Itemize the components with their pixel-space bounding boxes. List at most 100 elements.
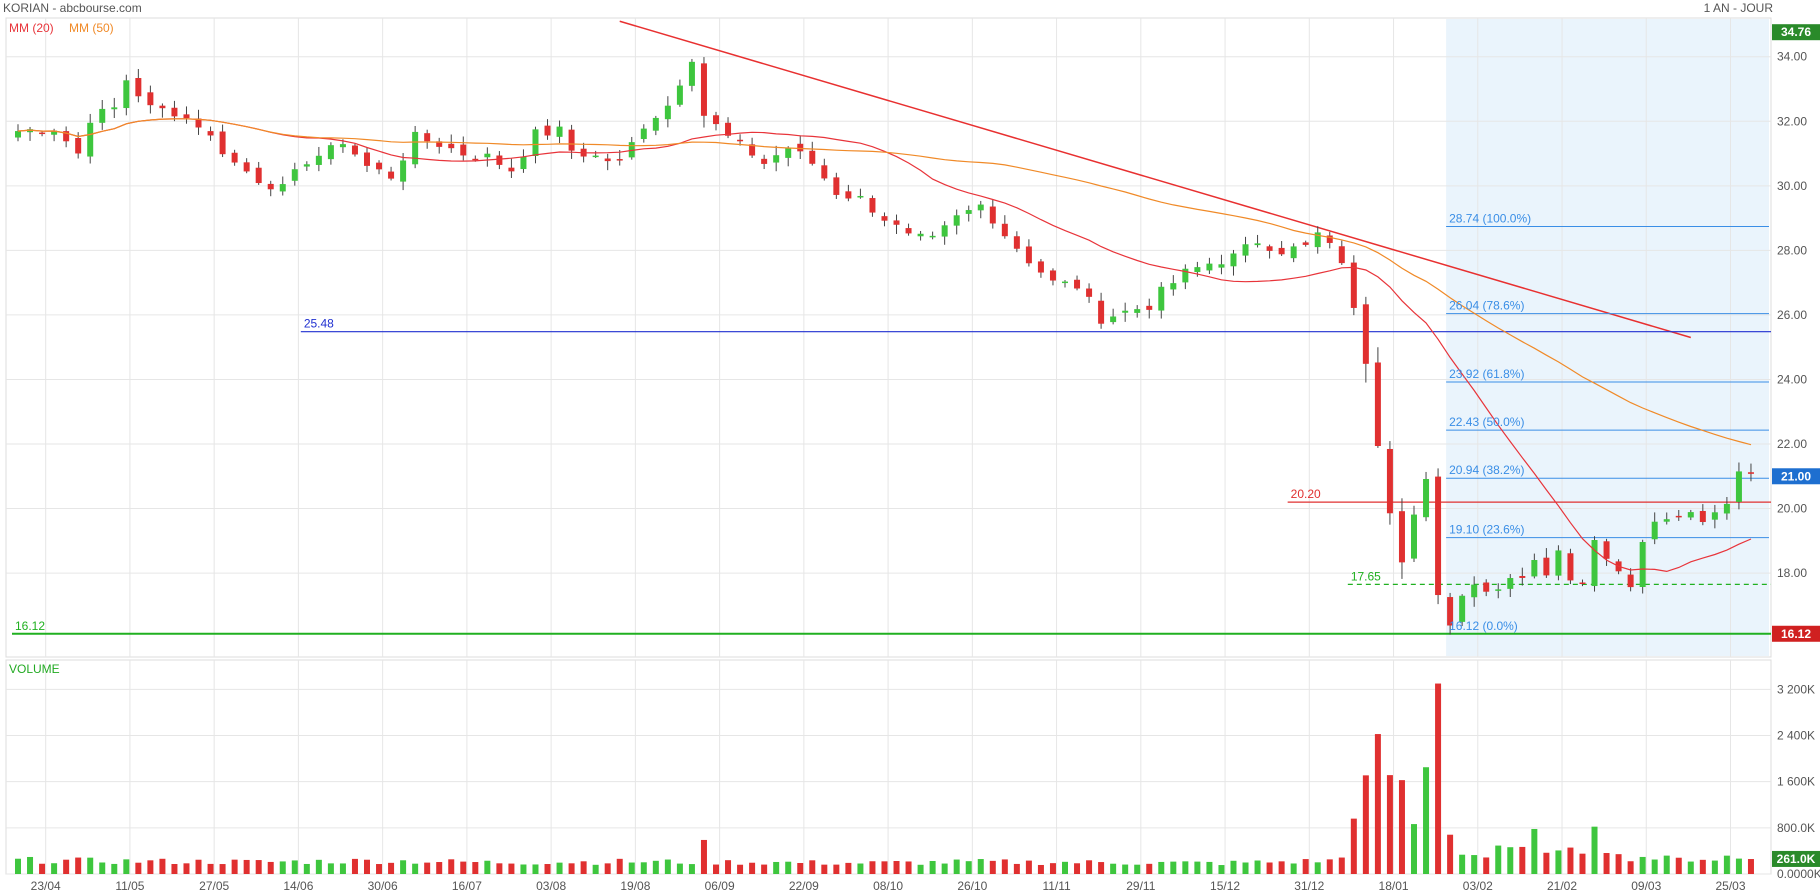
x-tick-label: 30/06 bbox=[368, 879, 398, 893]
candle-up bbox=[1206, 263, 1213, 271]
volume-tick-label: 3 200K bbox=[1777, 682, 1815, 696]
candle-up bbox=[1651, 521, 1658, 540]
candle-down bbox=[737, 139, 744, 142]
candle-up bbox=[291, 169, 298, 181]
candle-down bbox=[725, 122, 732, 136]
candle-down bbox=[1146, 305, 1153, 310]
volume-bar bbox=[472, 862, 479, 874]
candle-up bbox=[640, 128, 647, 140]
fibonacci-level-label: 19.10 (23.6%) bbox=[1449, 523, 1524, 537]
volume-bar bbox=[1037, 864, 1044, 874]
volume-bar bbox=[1471, 855, 1478, 874]
candle-down bbox=[1074, 279, 1081, 289]
candle-down bbox=[1374, 362, 1381, 446]
candle-up bbox=[1290, 246, 1297, 259]
volume-bar bbox=[1194, 861, 1201, 874]
volume-bar bbox=[881, 861, 888, 874]
volume-bar bbox=[484, 860, 491, 874]
candle-up bbox=[652, 117, 659, 131]
x-tick-label: 16/07 bbox=[452, 879, 482, 893]
volume-bar bbox=[1025, 860, 1032, 874]
volume-bar bbox=[905, 861, 912, 874]
volume-bar bbox=[749, 862, 756, 874]
candle-down bbox=[460, 144, 467, 156]
volume-bar bbox=[1074, 863, 1081, 874]
volume-bar bbox=[1278, 861, 1285, 874]
volume-bar bbox=[1639, 856, 1646, 874]
candle-down bbox=[1098, 300, 1105, 324]
candle-up bbox=[1723, 503, 1730, 514]
price-tick-label: 34.00 bbox=[1777, 50, 1807, 64]
candle-down bbox=[1338, 246, 1345, 264]
candle-down bbox=[243, 162, 250, 172]
candle-up bbox=[676, 85, 683, 105]
volume-bar bbox=[99, 862, 106, 874]
candle-up bbox=[99, 108, 106, 123]
volume-bar bbox=[75, 857, 82, 874]
volume-bar bbox=[688, 864, 695, 874]
volume-bar bbox=[893, 861, 900, 874]
x-tick-label: 26/10 bbox=[957, 879, 987, 893]
volume-bar bbox=[556, 862, 563, 874]
candle-down bbox=[604, 158, 611, 162]
candle-up bbox=[1062, 281, 1068, 284]
x-tick-label: 11/05 bbox=[115, 879, 144, 893]
volume-bar bbox=[977, 859, 984, 874]
volume-bar bbox=[1531, 828, 1538, 874]
candle-up bbox=[664, 105, 671, 120]
chart-source-title: KORIAN - abcbourse.com bbox=[3, 1, 142, 15]
candle-down bbox=[881, 216, 888, 221]
volume-bar bbox=[953, 859, 960, 874]
candle-up bbox=[929, 235, 936, 238]
candle-down bbox=[1603, 541, 1610, 559]
candle-down bbox=[1086, 288, 1093, 297]
candle-up bbox=[484, 153, 491, 158]
volume-bar bbox=[327, 863, 334, 874]
candle-down bbox=[1001, 223, 1008, 237]
candle-up bbox=[327, 145, 334, 160]
volume-bar bbox=[1206, 861, 1213, 874]
fibonacci-level-label: 22.43 (50.0%) bbox=[1449, 415, 1524, 429]
candle-down bbox=[1675, 515, 1682, 518]
x-tick-label: 18/01 bbox=[1379, 879, 1409, 893]
candle-up bbox=[111, 107, 118, 110]
candle-up bbox=[1411, 514, 1417, 559]
volume-bar bbox=[568, 863, 575, 874]
volume-bar bbox=[388, 862, 395, 874]
x-tick-label: 25/03 bbox=[1715, 879, 1745, 893]
candle-down bbox=[1025, 246, 1032, 264]
candle-down bbox=[255, 167, 262, 184]
volume-bar bbox=[1687, 861, 1694, 874]
volume-bar bbox=[1218, 865, 1225, 874]
volume-bar bbox=[1591, 826, 1598, 874]
volume-bar bbox=[255, 860, 262, 874]
volume-bar bbox=[1350, 818, 1357, 874]
candle-down bbox=[568, 129, 575, 151]
volume-tick-label: 1 600K bbox=[1777, 775, 1815, 789]
x-tick-label: 19/08 bbox=[620, 879, 650, 893]
x-tick-label: 06/09 bbox=[705, 879, 735, 893]
candle-down bbox=[376, 162, 383, 170]
volume-bar bbox=[1699, 859, 1706, 874]
volume-bar bbox=[640, 862, 647, 874]
candle-up bbox=[953, 215, 960, 226]
volume-bar bbox=[207, 863, 214, 874]
candle-up bbox=[303, 164, 310, 167]
volume-bar bbox=[941, 863, 948, 874]
candle-down bbox=[761, 158, 768, 164]
candle-down bbox=[508, 167, 515, 172]
price-badge-label: 16.12 bbox=[1781, 627, 1811, 641]
volume-bar bbox=[496, 863, 503, 874]
price-badge bbox=[1772, 468, 1820, 485]
horizontal-level-label: 17.65 bbox=[1351, 569, 1381, 583]
volume-bar bbox=[1086, 860, 1093, 874]
volume-bar bbox=[364, 859, 370, 874]
candle-up bbox=[1314, 232, 1321, 248]
candle-down bbox=[905, 228, 912, 234]
volume-bar bbox=[219, 864, 226, 874]
volume-bar bbox=[785, 861, 792, 874]
volume-bar bbox=[1627, 861, 1634, 874]
volume-bar bbox=[652, 860, 659, 874]
candle-up bbox=[1158, 286, 1165, 311]
price-badge bbox=[1772, 625, 1820, 642]
